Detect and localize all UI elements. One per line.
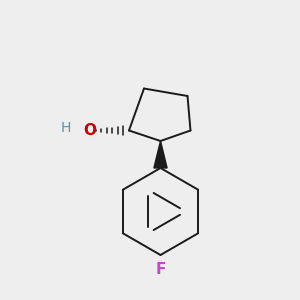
Polygon shape — [154, 141, 167, 168]
Text: F: F — [155, 262, 166, 277]
Text: H: H — [61, 122, 71, 135]
Text: O: O — [83, 123, 97, 138]
